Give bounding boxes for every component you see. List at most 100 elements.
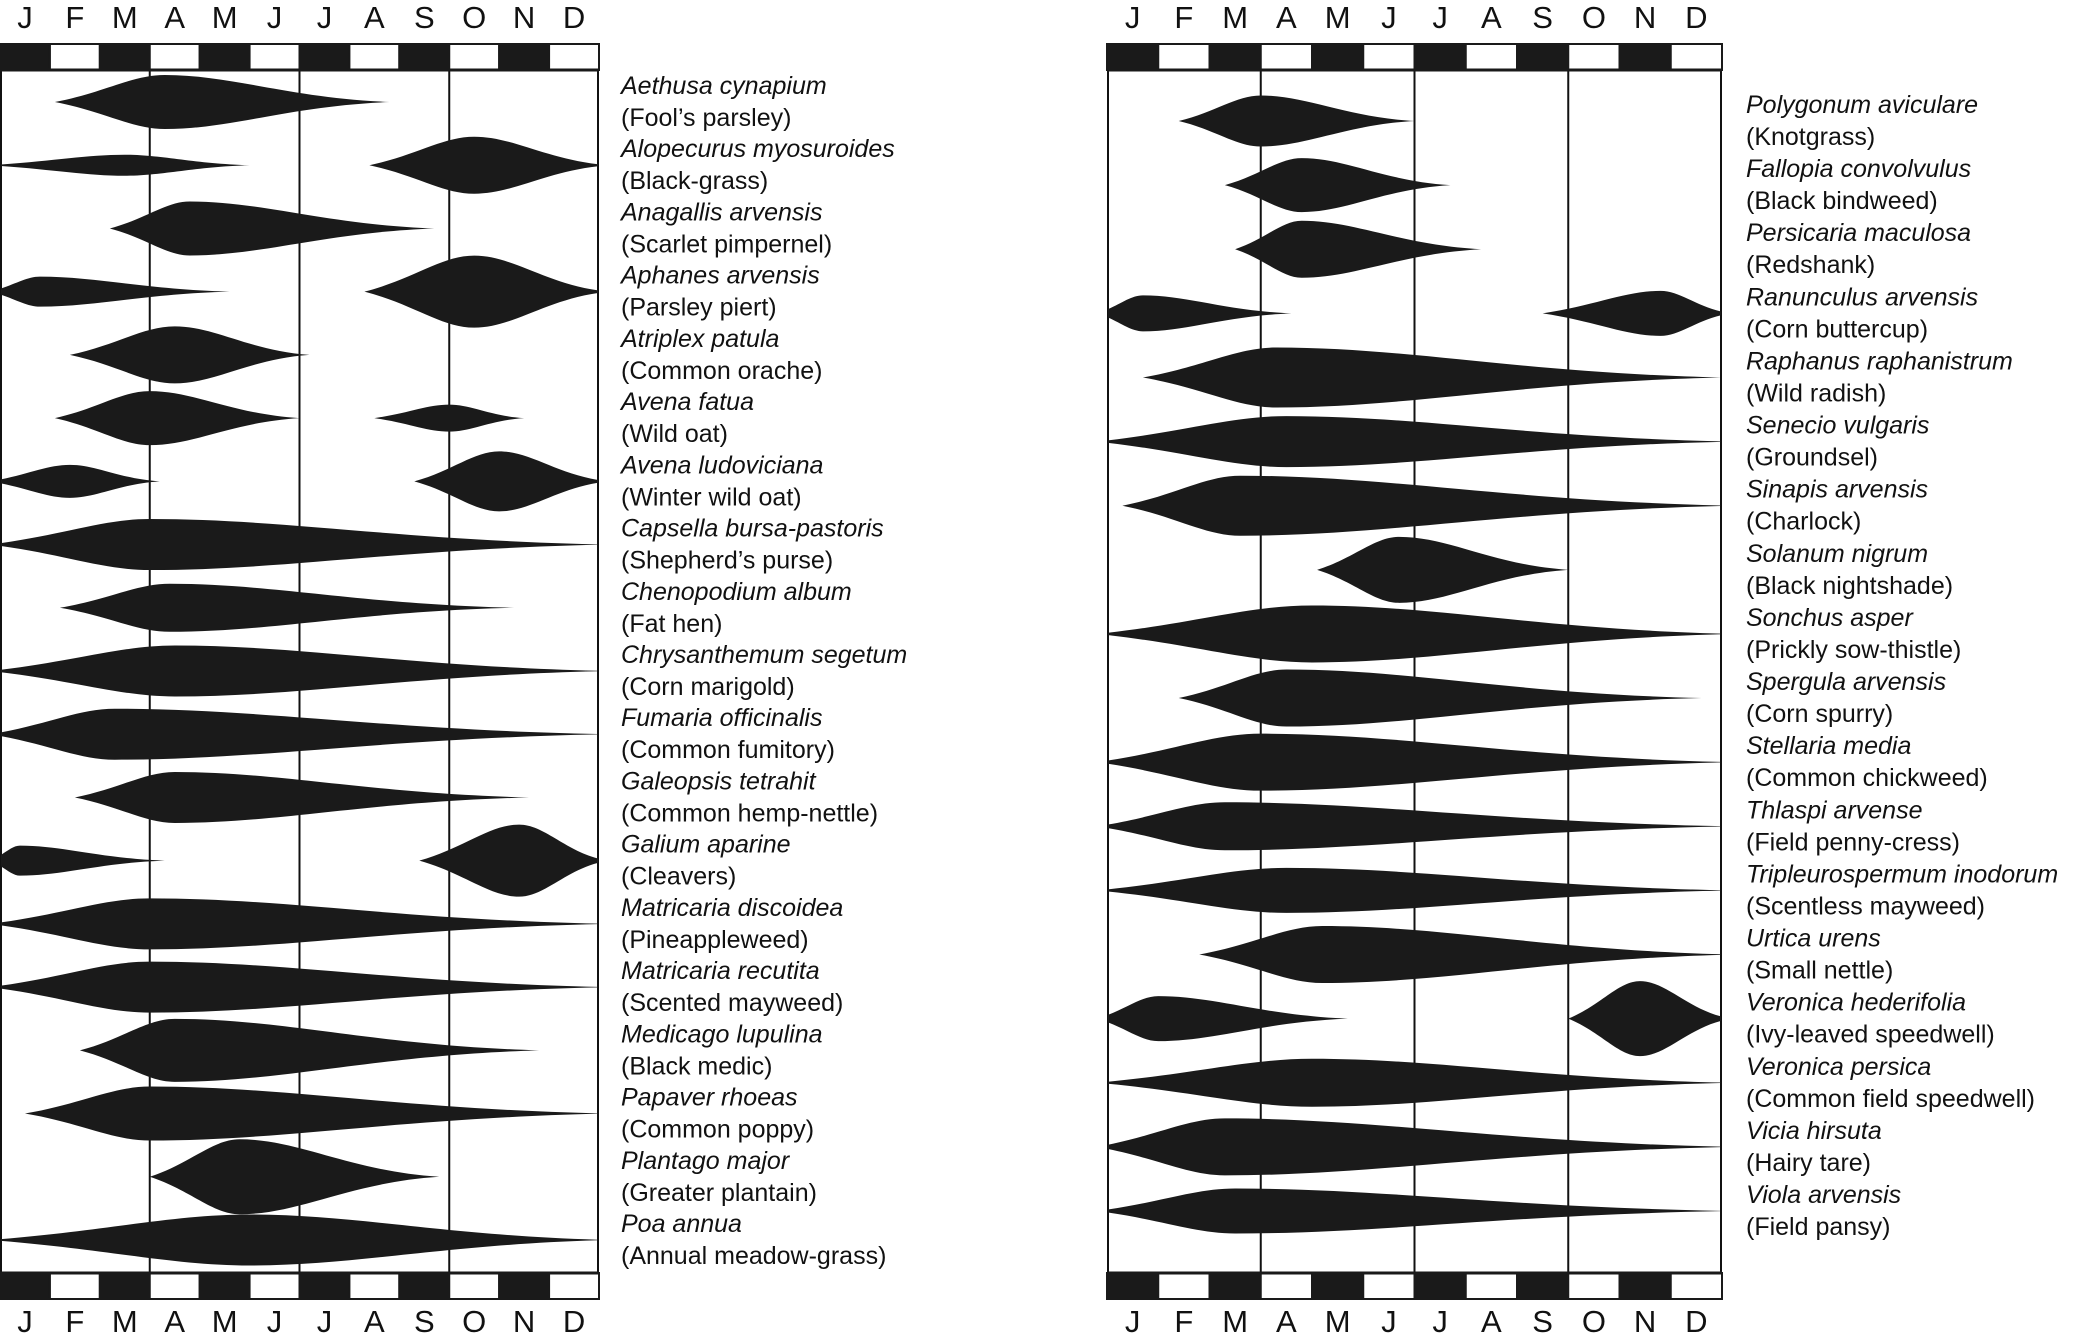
species-common-name: (Wild radish) — [1746, 379, 1886, 407]
species-common-name: (Knotgrass) — [1746, 123, 1875, 151]
month-label-top: J — [1125, 0, 1141, 35]
species-scientific-name: Raphanus raphanistrum — [1746, 347, 2013, 375]
emergence-shape — [419, 824, 598, 897]
emergence-shape — [414, 451, 598, 512]
species-scientific-name: Veronica persica — [1746, 1053, 1931, 1081]
species-common-name: (Pineappleweed) — [621, 926, 809, 954]
species-scientific-name: Chenopodium album — [621, 578, 852, 606]
month-label-top: F — [65, 0, 84, 35]
month-cell-bottom — [1106, 1272, 1160, 1300]
month-label-top: A — [364, 0, 385, 35]
species-common-name: (Scented mayweed) — [621, 989, 843, 1017]
month-cell-top — [1516, 43, 1570, 71]
month-label-top: J — [267, 0, 283, 35]
emergence-shape — [1108, 996, 1348, 1042]
month-label-top: M — [112, 0, 138, 35]
emergence-shape — [1317, 536, 1569, 603]
month-label-bottom: J — [1125, 1304, 1141, 1338]
emergence-shape — [1178, 95, 1415, 147]
month-label-top: J — [317, 0, 333, 35]
month-cell-bottom — [448, 1272, 501, 1300]
emergence-shape — [149, 1139, 440, 1215]
month-label-bottom: J — [317, 1304, 333, 1338]
species-scientific-name: Chrysanthemum segetum — [621, 641, 907, 669]
emergence-shape — [1, 708, 598, 760]
species-scientific-name: Aethusa cynapium — [619, 72, 827, 100]
month-label-top: A — [1481, 0, 1502, 35]
species-common-name: (Winter wild oat) — [621, 483, 802, 511]
species-scientific-name: Persicaria maculosa — [1746, 219, 1971, 247]
month-label-bottom: D — [1685, 1304, 1707, 1338]
emergence-shape — [54, 391, 300, 446]
species-common-name: (Black nightshade) — [1746, 572, 1953, 600]
emergence-shape — [1108, 416, 1721, 468]
month-label-top: M — [212, 0, 238, 35]
emergence-shape — [1, 276, 230, 307]
species-common-name: (Common orache) — [621, 357, 822, 385]
month-cell-bottom — [1311, 1272, 1365, 1300]
species-common-name: (Scarlet pimpernel) — [621, 230, 832, 258]
month-label-bottom: S — [1532, 1304, 1553, 1338]
species-common-name: (Black medic) — [621, 1052, 772, 1080]
species-scientific-name: Solanum nigrum — [1746, 540, 1928, 568]
month-cell-top — [98, 43, 151, 71]
species-scientific-name: Medicago lupulina — [621, 1020, 823, 1048]
emergence-shape — [1, 1214, 598, 1266]
emergence-shape — [1108, 1188, 1721, 1234]
species-scientific-name: Poa annua — [621, 1210, 742, 1238]
species-scientific-name: Galeopsis tetrahit — [621, 767, 817, 795]
species-common-name: (Small nettle) — [1746, 957, 1893, 985]
emergence-shape — [1142, 347, 1721, 408]
month-cell-top — [148, 43, 201, 71]
month-label-bottom: M — [112, 1304, 138, 1338]
emergence-shape — [1, 519, 598, 571]
species-scientific-name: Sonchus asper — [1746, 604, 1914, 632]
month-cell-bottom — [248, 1272, 301, 1300]
species-scientific-name: Ranunculus arvensis — [1746, 283, 1978, 311]
species-common-name: (Common hemp-nettle) — [621, 799, 878, 827]
species-common-name: (Redshank) — [1746, 251, 1875, 279]
species-common-name: (Fat hen) — [621, 610, 722, 638]
species-common-name: (Annual meadow-grass) — [621, 1242, 886, 1270]
month-cell-bottom — [398, 1272, 451, 1300]
species-common-name: (Field pansy) — [1746, 1213, 1891, 1241]
species-common-name: (Corn spurry) — [1746, 700, 1893, 728]
species-scientific-name: Vicia hirsuta — [1746, 1117, 1882, 1145]
species-scientific-name: Alopecurus myosuroides — [619, 135, 895, 163]
species-scientific-name: Matricaria recutita — [621, 957, 820, 985]
emergence-shape — [364, 255, 598, 328]
month-cell-bottom — [1618, 1272, 1672, 1300]
emergence-shape — [1108, 605, 1721, 663]
month-cell-bottom — [1516, 1272, 1570, 1300]
month-label-bottom: M — [212, 1304, 238, 1338]
species-common-name: (Corn marigold) — [621, 673, 795, 701]
month-label-top: O — [462, 0, 486, 35]
emergence-shape — [54, 75, 390, 129]
month-label-bottom: A — [364, 1304, 385, 1338]
emergence-shape — [1122, 475, 1721, 536]
month-label-bottom: M — [1325, 1304, 1351, 1338]
emergence-shape — [69, 326, 310, 384]
month-cell-top — [1259, 43, 1313, 71]
month-cell-bottom — [1669, 1272, 1723, 1300]
month-cell-bottom — [1464, 1272, 1518, 1300]
species-scientific-name: Avena ludoviciana — [619, 451, 824, 479]
month-label-bottom: J — [17, 1304, 33, 1338]
month-label-top: S — [414, 0, 435, 35]
emergence-shape — [1568, 981, 1721, 1057]
month-cell-bottom — [98, 1272, 151, 1300]
species-common-name: (Common poppy) — [621, 1116, 814, 1144]
species-common-name: (Field penny-cress) — [1746, 828, 1960, 856]
species-scientific-name: Atriplex patula — [619, 325, 780, 353]
month-cell-top — [1618, 43, 1672, 71]
emergence-shape — [374, 404, 525, 432]
month-cell-top — [1311, 43, 1365, 71]
species-common-name: (Prickly sow-thistle) — [1746, 636, 1961, 664]
species-common-name: (Common fumitory) — [621, 736, 835, 764]
month-label-top: A — [1276, 0, 1297, 35]
month-cell-bottom — [48, 1272, 101, 1300]
emergence-shape — [1108, 802, 1721, 851]
